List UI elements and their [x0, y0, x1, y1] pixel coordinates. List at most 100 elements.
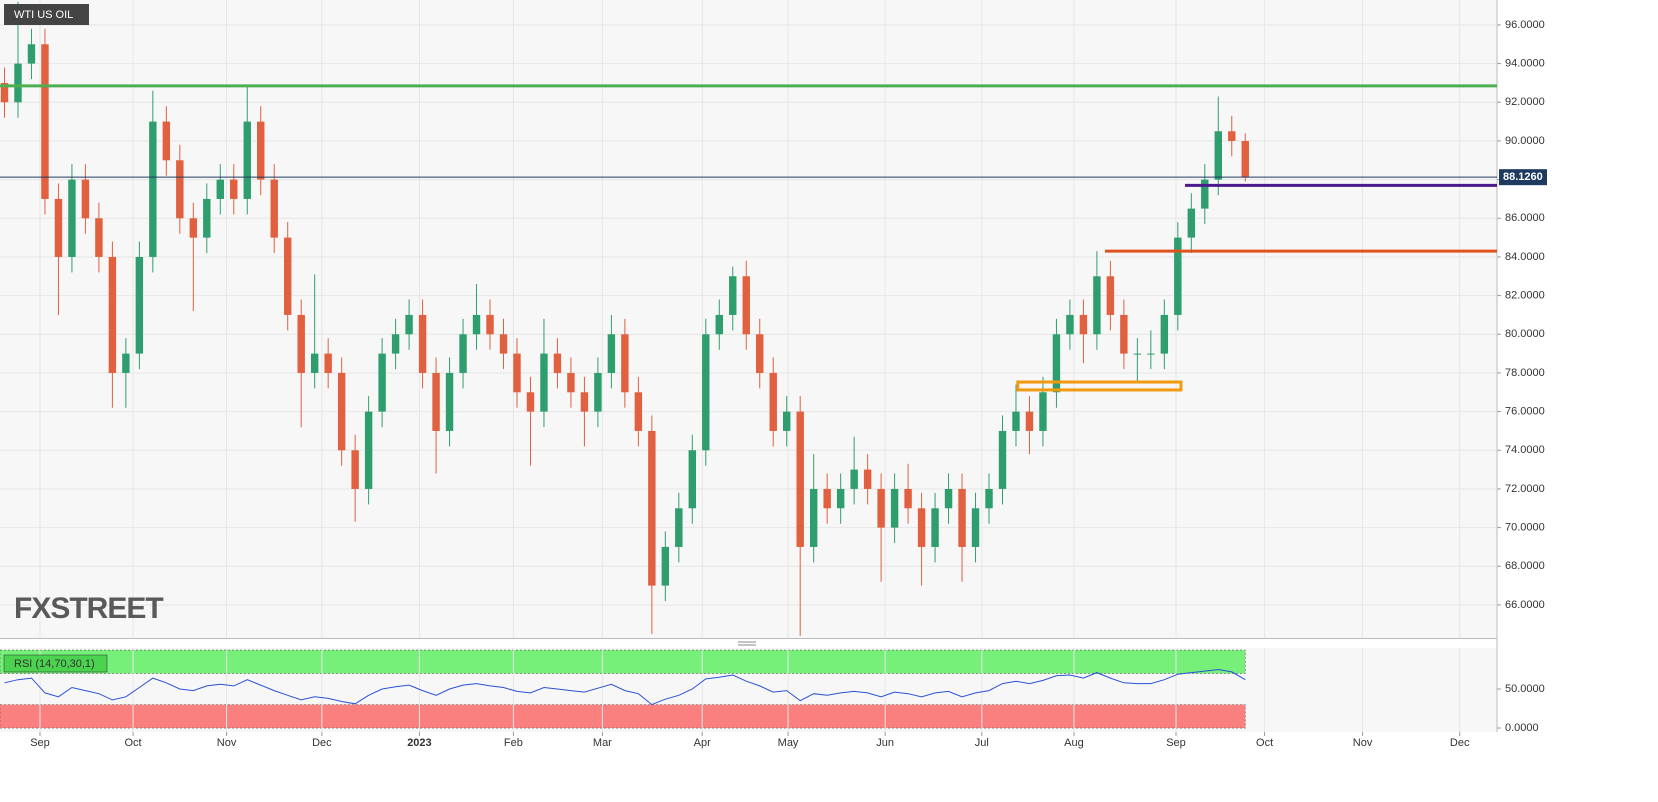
x-tick-label: Jul [975, 737, 989, 749]
candle-body [796, 411, 804, 547]
candle-body [1120, 314, 1128, 354]
candle-body [904, 488, 912, 509]
y-tick-label: 0.0000 [1505, 722, 1539, 734]
candle-body [216, 179, 224, 199]
x-tick-label: Dec [312, 737, 332, 749]
candle-body [324, 353, 332, 373]
candle-body [863, 469, 872, 489]
candle-body [162, 121, 171, 161]
rsi-line [4, 668, 1246, 706]
candle-body [122, 353, 130, 373]
y-tick-label: 78.0000 [1505, 367, 1545, 379]
candle-body [391, 334, 400, 354]
candle-body [189, 218, 198, 238]
candle-body [310, 353, 319, 373]
candle-body [715, 314, 723, 335]
candle-body [1066, 314, 1074, 335]
candle-body [270, 179, 278, 238]
candle-body [769, 372, 777, 431]
candle-body [621, 334, 629, 393]
x-tick-label: Dec [1450, 737, 1470, 749]
candle-body [445, 372, 454, 431]
rsi-title: RSI (14,70,30,1) [14, 658, 95, 670]
candle-body [917, 508, 926, 547]
x-tick-label: Oct [1256, 737, 1273, 749]
candle-body [284, 237, 292, 315]
y-tick-label: 92.0000 [1505, 96, 1545, 108]
candle-body [1187, 208, 1196, 238]
candle-body [661, 546, 670, 586]
resize-handle[interactable] [738, 641, 756, 646]
chart-title: WTI US OIL [14, 9, 73, 21]
candle-body [1052, 334, 1061, 393]
candle-body [567, 372, 575, 393]
candle-body [459, 334, 467, 373]
candle-body [14, 63, 22, 103]
y-tick-label: 90.0000 [1505, 135, 1545, 147]
candle-body [1201, 179, 1209, 209]
candle-body [850, 469, 858, 489]
candle-body [607, 334, 616, 373]
candle-body [432, 372, 440, 431]
y-tick-label: 68.0000 [1505, 560, 1545, 572]
x-tick-label: May [778, 737, 799, 749]
y-tick-label: 70.0000 [1505, 522, 1545, 534]
candle-body [1228, 131, 1236, 141]
candle-body [95, 218, 103, 257]
candle-body [1160, 314, 1169, 354]
y-tick-label: 80.0000 [1505, 328, 1545, 340]
zone-box [1016, 380, 1183, 392]
candle-body [931, 508, 939, 547]
x-tick-label: Apr [694, 737, 711, 749]
rsi-band [0, 649, 1246, 674]
candle-body [405, 314, 413, 335]
candle-body [998, 430, 1007, 489]
candle-body [257, 121, 265, 180]
candle-body [634, 392, 643, 431]
y-tick-label: 84.0000 [1505, 251, 1545, 263]
candle-body [756, 334, 764, 373]
y-tick-label: 96.0000 [1505, 19, 1545, 31]
candle-body [243, 121, 251, 199]
candle-body [526, 392, 535, 412]
candle-body [472, 314, 481, 335]
title-box [4, 4, 89, 25]
candle-body [1079, 314, 1088, 335]
candle-body [1039, 392, 1047, 431]
candle-body [499, 334, 508, 354]
candle-body [108, 256, 117, 373]
candle-body [1012, 411, 1020, 431]
y-tick-label: 50.0000 [1505, 683, 1545, 695]
x-tick-label: Nov [1353, 737, 1373, 749]
candle-body [513, 353, 521, 393]
candle-body [230, 179, 238, 199]
x-tick-label: Aug [1064, 737, 1084, 749]
candle-body [1174, 237, 1182, 315]
candle-body [176, 160, 184, 219]
candle-body [540, 353, 548, 412]
candle-body [0, 82, 9, 103]
candle-body [702, 334, 710, 451]
candle-body [81, 179, 90, 219]
x-tick-label: Mar [593, 737, 612, 749]
candle-body [486, 314, 494, 335]
candle-body [688, 450, 697, 509]
y-tick-label: 82.0000 [1505, 290, 1545, 302]
candle-body [297, 314, 305, 373]
candle-body [1093, 276, 1101, 335]
candle-body [553, 353, 562, 373]
candle-body [971, 508, 980, 547]
candle-body [1025, 411, 1034, 431]
candle-body [823, 488, 831, 509]
candle-body [337, 372, 346, 451]
x-tick-label: Sep [30, 737, 50, 749]
candle-body [809, 488, 818, 547]
candle-body [1147, 353, 1155, 355]
candle-body [594, 372, 602, 412]
x-tick-label: Jun [876, 737, 894, 749]
candle-body [149, 121, 157, 257]
candle-body [364, 411, 373, 489]
candle-body [203, 198, 211, 238]
last-price-label: 88.1260 [1503, 171, 1543, 183]
